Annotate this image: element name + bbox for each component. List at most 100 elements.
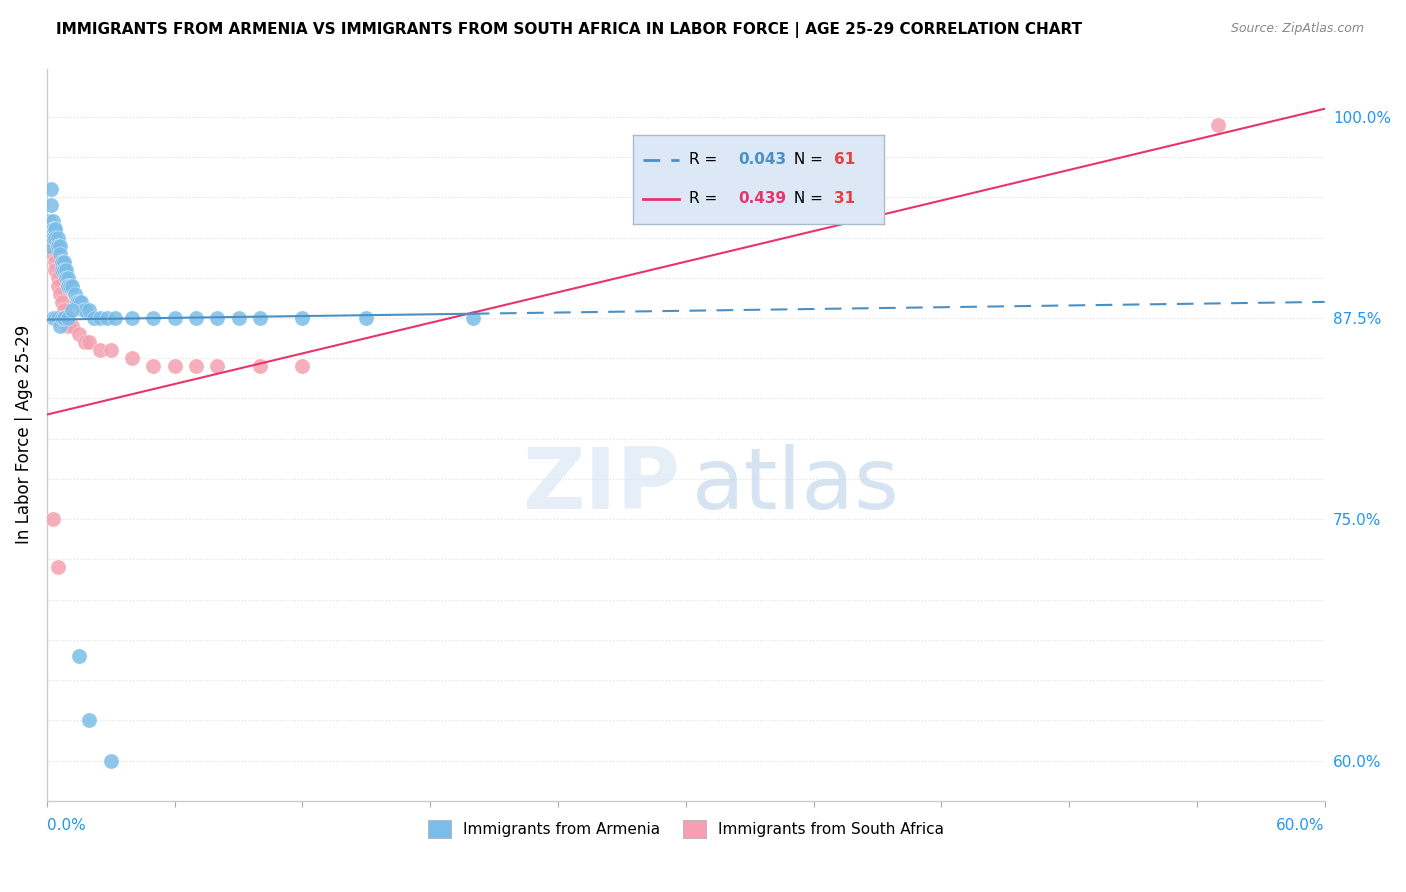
Point <box>39 182 62 196</box>
Point <box>100 343 122 358</box>
Point <box>207 359 229 374</box>
Point <box>42 230 65 244</box>
Point <box>96 311 118 326</box>
Point <box>44 262 66 277</box>
Point <box>51 254 73 268</box>
Point <box>38 214 60 228</box>
Point <box>184 359 207 374</box>
Text: R =: R = <box>689 191 721 206</box>
Point <box>1206 118 1229 132</box>
Point <box>207 311 229 326</box>
Point <box>42 246 65 260</box>
Point <box>121 311 143 326</box>
Point <box>59 278 82 293</box>
Point <box>249 311 271 326</box>
Point <box>46 238 69 252</box>
Point <box>163 311 186 326</box>
Text: 31: 31 <box>834 191 855 206</box>
Point <box>46 238 69 252</box>
Text: IMMIGRANTS FROM ARMENIA VS IMMIGRANTS FROM SOUTH AFRICA IN LABOR FORCE | AGE 25-: IMMIGRANTS FROM ARMENIA VS IMMIGRANTS FR… <box>56 22 1083 38</box>
Point <box>62 302 84 317</box>
Point <box>46 270 69 285</box>
Point <box>56 270 79 285</box>
Point <box>104 311 127 326</box>
Text: N =: N = <box>789 191 828 206</box>
Point <box>48 246 70 260</box>
Point <box>52 254 75 268</box>
Text: 0.439: 0.439 <box>738 191 787 206</box>
Point <box>142 311 165 326</box>
Text: Source: ZipAtlas.com: Source: ZipAtlas.com <box>1230 22 1364 36</box>
Point <box>67 648 90 663</box>
Point <box>83 311 105 326</box>
Point <box>163 359 186 374</box>
Text: N =: N = <box>789 152 828 167</box>
Point <box>38 222 60 236</box>
Point <box>79 714 101 728</box>
Point <box>356 311 378 326</box>
Point <box>63 286 86 301</box>
Point <box>48 286 70 301</box>
Point <box>48 238 70 252</box>
Point <box>51 311 73 326</box>
Point <box>56 278 79 293</box>
Point <box>52 302 75 317</box>
Point <box>100 754 122 768</box>
Point <box>38 230 60 244</box>
Point <box>52 262 75 277</box>
Point <box>66 294 89 309</box>
Point <box>39 198 62 212</box>
Point <box>56 278 79 293</box>
Point <box>38 238 60 252</box>
Text: R =: R = <box>689 152 721 167</box>
Point <box>56 319 79 334</box>
Legend: Immigrants from Armenia, Immigrants from South Africa: Immigrants from Armenia, Immigrants from… <box>422 814 950 845</box>
Point <box>44 311 66 326</box>
Point <box>42 311 65 326</box>
Point <box>79 335 101 350</box>
Point <box>249 359 271 374</box>
Point <box>51 254 73 268</box>
Point <box>48 319 70 334</box>
Point <box>62 278 84 293</box>
Text: ZIP: ZIP <box>522 444 679 527</box>
Point <box>44 222 66 236</box>
Text: 0.0%: 0.0% <box>46 818 86 833</box>
Point <box>46 560 69 574</box>
Point <box>142 359 165 374</box>
Text: 60.0%: 60.0% <box>1277 818 1324 833</box>
Point <box>46 278 69 293</box>
Point <box>55 270 77 285</box>
Point <box>55 262 77 277</box>
Point <box>67 327 90 342</box>
Point <box>46 311 69 326</box>
Point <box>44 222 66 236</box>
Point <box>46 230 69 244</box>
Point <box>67 294 90 309</box>
Y-axis label: In Labor Force | Age 25-29: In Labor Force | Age 25-29 <box>15 325 32 544</box>
Point <box>228 311 250 326</box>
Text: 61: 61 <box>834 152 855 167</box>
Point <box>39 238 62 252</box>
Point <box>75 335 97 350</box>
Point <box>55 311 77 326</box>
Point <box>89 311 111 326</box>
Point <box>79 302 101 317</box>
Point <box>42 512 65 526</box>
Point <box>75 302 97 317</box>
Text: atlas: atlas <box>692 444 900 527</box>
Text: 0.043: 0.043 <box>738 152 787 167</box>
Point <box>70 294 93 309</box>
Point <box>51 262 73 277</box>
Point <box>52 311 75 326</box>
Point <box>461 311 484 326</box>
Point <box>44 254 66 268</box>
Point <box>39 222 62 236</box>
Point <box>291 359 314 374</box>
Point <box>42 238 65 252</box>
Point <box>291 311 314 326</box>
Point <box>44 230 66 244</box>
Point <box>184 311 207 326</box>
Point <box>89 343 111 358</box>
Point <box>51 294 73 309</box>
